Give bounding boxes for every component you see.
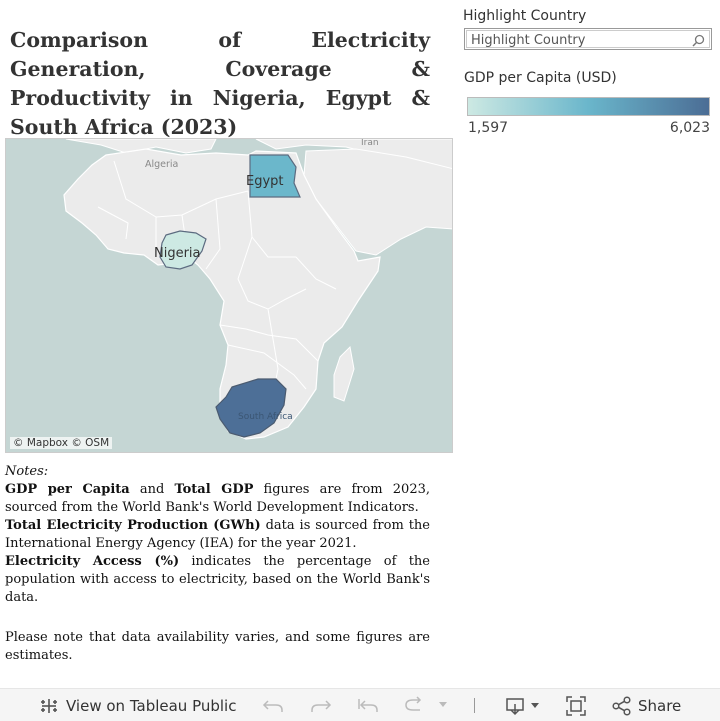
map-label-egypt: Egypt <box>246 174 284 189</box>
search-icon[interactable] <box>692 34 705 47</box>
revert-icon[interactable] <box>357 696 379 714</box>
share-button[interactable]: Share <box>612 696 681 716</box>
highlight-country-input[interactable]: Highlight Country <box>464 28 712 50</box>
notes-access-text: indicates the percentage of the populati… <box>5 554 430 605</box>
notes-production-text: data is sourced from the International E… <box>5 518 430 551</box>
notes-gdp-per-capita: GDP per Capita <box>5 482 130 497</box>
notes-section: Notes: GDP per Capita and Total GDP figu… <box>5 463 430 665</box>
notes-and: and <box>129 482 175 497</box>
nigeria-region <box>159 230 207 270</box>
tableau-toolbar: View on Tableau Public <box>0 688 720 721</box>
map-label-algeria: Algeria <box>145 159 178 170</box>
highlight-country-label: Highlight Country <box>463 8 587 24</box>
tableau-logo-icon <box>41 699 57 713</box>
notes-disclaimer: Please note that data availability varie… <box>5 630 430 663</box>
africa-map[interactable]: Algeria Iran Egypt Nigeria South Africa … <box>5 138 453 453</box>
download-button[interactable] <box>505 696 541 716</box>
notes-total-gdp: Total GDP <box>174 482 254 497</box>
highlight-country-placeholder: Highlight Country <box>471 33 586 48</box>
gdp-legend-max: 6,023 <box>669 120 710 136</box>
map-canvas[interactable]: Algeria Iran Egypt Nigeria South Africa <box>6 139 453 453</box>
gdp-color-scale <box>467 97 710 116</box>
dashboard-title: Comparison of Electricity Generation, Co… <box>10 28 430 139</box>
notes-heading: Notes: <box>5 464 49 479</box>
redo-icon[interactable] <box>310 696 332 714</box>
view-on-tableau-button[interactable]: View on Tableau Public <box>38 696 236 716</box>
undo-icon[interactable] <box>262 696 284 714</box>
dropdown-icon[interactable] <box>438 701 448 709</box>
south-africa-region <box>215 378 287 438</box>
toolbar-separator <box>474 698 475 713</box>
download-icon <box>506 698 524 716</box>
map-attribution[interactable]: © Mapbox © OSM <box>10 437 113 449</box>
gdp-legend-title: GDP per Capita (USD) <box>464 70 617 86</box>
map-label-nigeria: Nigeria <box>154 246 201 261</box>
notes-gdp-text: figures are from 2023, sourced from the … <box>5 482 430 515</box>
download-dropdown-icon <box>531 703 539 708</box>
gdp-legend-min: 1,597 <box>468 120 509 136</box>
egypt-region <box>249 154 301 198</box>
share-label: Share <box>638 697 682 715</box>
notes-electricity-production: Total Electricity Production (GWh) <box>5 518 261 533</box>
share-icon <box>612 696 631 716</box>
map-label-south-africa: South Africa <box>238 412 293 422</box>
view-on-tableau-label: View on Tableau Public <box>66 697 237 715</box>
refresh-icon[interactable] <box>402 696 424 714</box>
map-label-iran: Iran <box>361 139 379 148</box>
notes-electricity-access: Electricity Access (%) <box>5 554 180 569</box>
fullscreen-icon[interactable] <box>566 696 586 716</box>
